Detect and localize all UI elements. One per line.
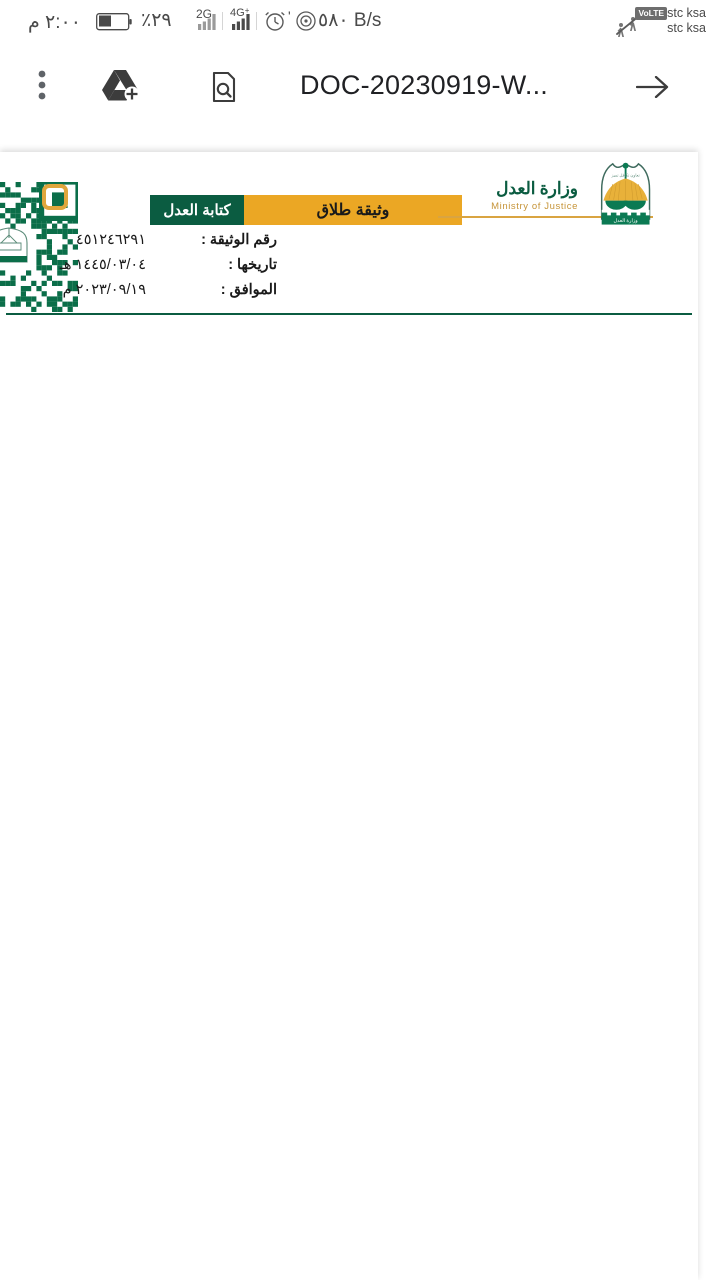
svg-text:وزارة العدل: وزارة العدل bbox=[496, 179, 578, 199]
svg-text:تعاون تكافل تميز: تعاون تكافل تميز bbox=[610, 173, 639, 178]
svg-text:Ministry of Justice: Ministry of Justice bbox=[491, 201, 578, 212]
svg-text:وزارة العدل: وزارة العدل bbox=[613, 218, 638, 224]
